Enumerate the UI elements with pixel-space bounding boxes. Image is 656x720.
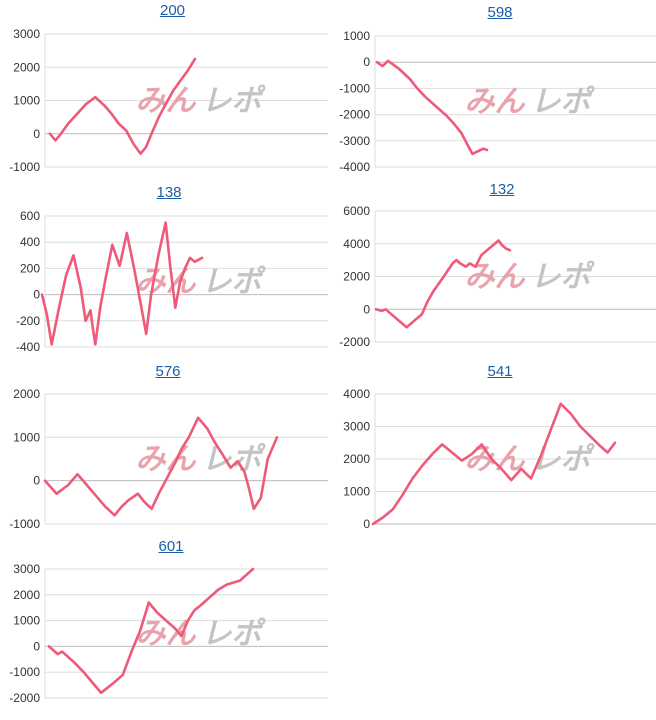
watermark-logo-part2: レポ [531,260,596,295]
y-tick-label: 2000 [343,270,370,284]
watermark-logo-part1: みん [465,442,526,477]
y-tick-label: 600 [20,209,40,223]
watermark-logo-part2: レポ [202,265,267,300]
chart-title-link[interactable]: 132 [489,181,515,198]
y-tick-label: 0 [363,517,370,531]
y-tick-label: 2000 [13,387,40,401]
y-tick-label: 4000 [343,237,370,251]
chart-title-link[interactable]: 598 [487,4,513,21]
line-chart: 2000 1000 0 -1000 みん レポ [9,387,328,531]
y-tick-label: 3000 [343,420,370,434]
chart-panel-601: 601 3000 2000 1000 0 -1000 -2000 みん レポ [0,538,330,713]
y-tick-label: 6000 [343,204,370,218]
line-chart: 4000 3000 2000 1000 0 みん レポ [343,387,656,531]
chart-title-link[interactable]: 541 [487,363,513,380]
chart-panel-138: 138 600 400 200 0 -200 -400 みん レポ [0,184,330,359]
y-tick-label: -2000 [339,335,370,349]
y-tick-label: -200 [16,314,40,328]
y-tick-label: 2000 [13,588,40,602]
chart-panel-576: 576 2000 1000 0 -1000 みん レポ [0,363,330,538]
series-line [43,416,279,517]
y-tick-label: 200 [20,261,40,275]
watermark-logo-part1: みん [465,85,526,120]
chart-panel-541: 541 4000 3000 2000 1000 0 みん レポ [330,363,656,538]
line-chart: 600 400 200 0 -200 -400 みん レポ [16,209,328,354]
y-tick-label: -1000 [9,517,40,531]
y-tick-label: -2000 [9,691,40,705]
series-line [48,57,197,155]
watermark-logo-part2: レポ [202,84,267,119]
y-tick-label: 0 [33,288,40,302]
y-tick-label: 0 [363,55,370,69]
line-chart: 3000 2000 1000 0 -1000 みん レポ [9,27,328,174]
y-tick-label: 2000 [343,452,370,466]
chart-title-link[interactable]: 576 [155,363,181,380]
chart-title-link[interactable]: 138 [156,184,182,201]
y-tick-label: 0 [33,639,40,653]
y-tick-label: 1000 [13,94,40,108]
y-tick-label: 1000 [343,29,370,43]
y-tick-label: 0 [33,127,40,141]
series-line [374,239,512,329]
y-tick-label: 1000 [343,485,370,499]
y-tick-label: -400 [16,340,40,354]
y-tick-label: 0 [363,302,370,316]
y-tick-label: 2000 [13,60,40,74]
y-tick-label: -2000 [339,108,370,122]
series-line [375,59,489,156]
y-tick-label: 4000 [343,387,370,401]
y-tick-label: 1000 [13,430,40,444]
y-tick-label: -4000 [339,160,370,174]
watermark-logo-part1: みん [136,442,197,477]
chart-panel-598: 598 1000 0 -1000 -2000 -3000 -4000 みん レポ [330,4,656,179]
y-tick-label: -1000 [9,665,40,679]
y-tick-label: 1000 [13,614,40,628]
series-line [40,221,204,346]
chart-title-link[interactable]: 601 [158,538,184,555]
y-tick-label: 0 [33,474,40,488]
y-tick-label: 400 [20,235,40,249]
series-line [371,402,617,526]
watermark-logo-part2: レポ [531,442,596,477]
y-tick-label: -1000 [339,81,370,95]
line-chart: 1000 0 -1000 -2000 -3000 -4000 みん レポ [339,29,656,174]
series-line [47,567,255,695]
chart-title-link[interactable]: 200 [159,2,186,19]
y-tick-label: -3000 [339,134,370,148]
y-tick-label: -1000 [9,160,40,174]
chart-panel-132: 132 6000 4000 2000 0 -2000 みん レポ [330,181,656,356]
watermark-logo-part1: みん [136,265,197,300]
watermark-logo-part2: レポ [531,85,596,120]
watermark-logo-part2: レポ [202,617,267,652]
watermark-logo-part1: みん [136,84,197,119]
y-tick-label: 3000 [13,27,40,41]
chart-panel-200: 200 3000 2000 1000 0 -1000 みん レポ [0,2,330,177]
watermark-logo-part2: レポ [202,442,267,477]
y-tick-label: 3000 [13,562,40,576]
